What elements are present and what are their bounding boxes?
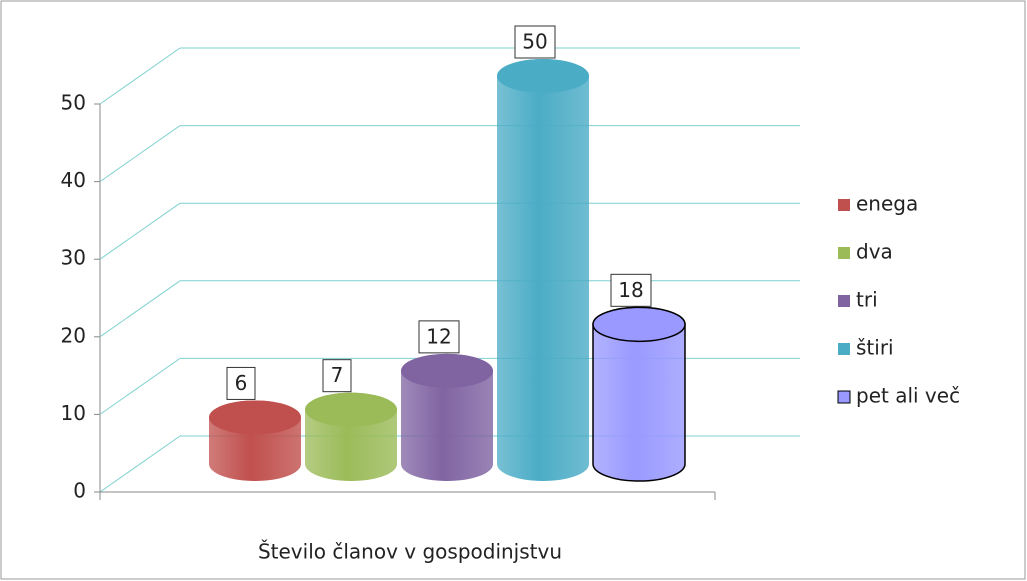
legend-swatch <box>838 199 850 211</box>
y-tick-label: 20 <box>61 323 86 347</box>
data-label-box <box>610 273 652 307</box>
grid-diagonal <box>99 202 181 260</box>
legend-swatch <box>837 390 851 404</box>
legend-label: dva <box>856 240 893 264</box>
y-tick-label: 0 <box>73 479 86 503</box>
legend-label: enega <box>856 192 918 216</box>
y-tick-label: 30 <box>61 246 86 270</box>
data-label-box <box>514 25 556 59</box>
bar-top <box>497 59 589 93</box>
grid-diagonal <box>99 125 181 183</box>
data-label-box <box>322 359 352 393</box>
y-tick-label: 40 <box>61 168 86 192</box>
bar <box>497 59 589 481</box>
y-tick-label: 10 <box>61 401 86 425</box>
data-label: 7 <box>331 363 344 387</box>
bar-top <box>305 392 397 427</box>
y-tick-label: 50 <box>61 91 86 115</box>
data-label: 18 <box>618 278 643 302</box>
legend-swatch <box>838 343 850 355</box>
bar-top <box>401 353 493 388</box>
grid-diagonal <box>99 280 181 338</box>
legend-swatch <box>838 295 850 307</box>
bar <box>401 353 494 481</box>
legend-label: pet ali več <box>856 384 960 408</box>
legend-swatch <box>838 247 850 259</box>
grid-diagonal <box>99 47 181 105</box>
legend-label: tri <box>856 288 878 312</box>
data-label-box <box>418 320 460 354</box>
data-label: 6 <box>235 371 248 395</box>
grid-diagonal <box>99 357 181 415</box>
bar-top <box>209 400 301 435</box>
data-label: 50 <box>522 30 547 54</box>
x-axis-label: Število članov v gospodinjstvu <box>258 540 562 564</box>
data-label: 12 <box>426 324 451 348</box>
legend-label: štiri <box>856 336 894 360</box>
bar-top <box>592 306 686 343</box>
grid-diagonal <box>99 435 181 493</box>
data-label-box <box>226 366 256 400</box>
